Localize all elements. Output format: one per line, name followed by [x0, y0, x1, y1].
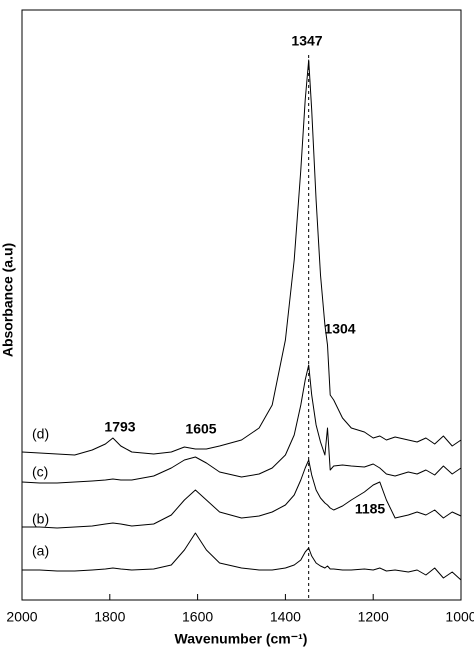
x-axis-title: Wavenumber (cm⁻¹)	[175, 631, 308, 647]
x-tick-label: 1600	[182, 609, 213, 625]
peak-label: 1304	[324, 321, 355, 337]
x-tick-label: 1200	[358, 609, 389, 625]
peak-label: 1185	[355, 501, 386, 517]
spectrum-line	[22, 532, 462, 581]
peak-label: 1347	[291, 33, 322, 49]
x-tick-label: 2000	[6, 609, 37, 625]
series-label: (d)	[32, 426, 49, 442]
x-tick-label: 1000	[445, 609, 474, 625]
y-axis-title: Absorbance (a.u)	[0, 243, 16, 357]
spectrum-line	[21, 59, 462, 456]
spectrum-line	[21, 364, 462, 484]
series-label: (a)	[32, 543, 49, 559]
plot-frame	[21, 9, 462, 601]
peak-label: 1793	[104, 419, 135, 435]
series-label: (b)	[32, 511, 49, 527]
spectrum-line	[22, 459, 462, 529]
series-label: (c)	[32, 464, 48, 480]
x-tick-label: 1800	[94, 609, 125, 625]
x-tick-label: 1400	[270, 609, 301, 625]
peak-label: 1605	[185, 421, 216, 437]
